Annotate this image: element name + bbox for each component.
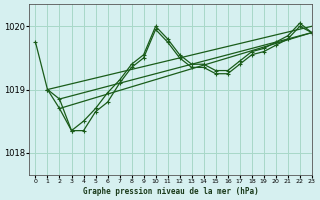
X-axis label: Graphe pression niveau de la mer (hPa): Graphe pression niveau de la mer (hPa) (83, 187, 259, 196)
